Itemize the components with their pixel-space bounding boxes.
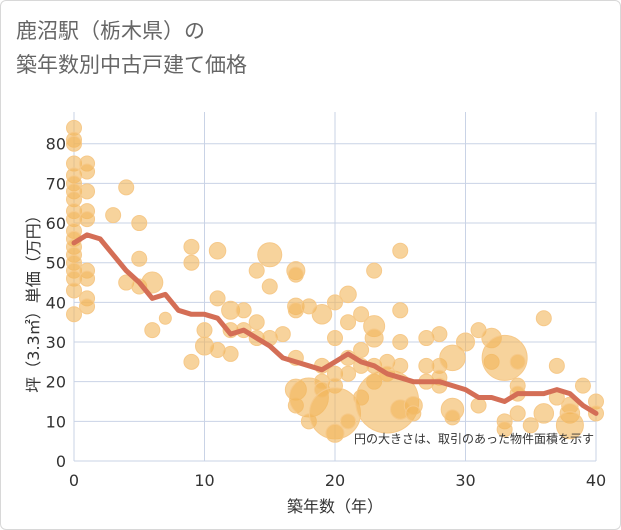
scatter-point	[439, 344, 466, 372]
chart-title: 鹿沼駅（栃木県）の築年数別中古戸建て価格	[16, 14, 247, 82]
scatter-point	[131, 250, 148, 267]
average-line-group	[71, 232, 599, 416]
scatter-point	[555, 411, 584, 440]
scatter-point	[509, 405, 526, 422]
x-tick-label: 20	[325, 471, 345, 490]
scatter-point	[183, 254, 200, 271]
scatter-point	[325, 423, 345, 443]
scatter-point	[208, 242, 227, 260]
x-axis-label: 築年数（年）	[287, 497, 383, 516]
scatter-point	[535, 310, 552, 327]
y-tick-label: 10	[46, 412, 66, 431]
scatter-point	[574, 377, 591, 394]
y-tick-label: 40	[46, 293, 66, 312]
scatter-point	[339, 285, 357, 304]
scatter-point	[261, 278, 278, 295]
y-tick-label: 30	[46, 333, 66, 352]
scatter-point	[327, 330, 343, 347]
y-tick-label: 70	[46, 174, 66, 193]
scatter-point	[353, 306, 370, 323]
y-tick-label: 0	[56, 452, 66, 471]
scatter-point	[366, 262, 383, 279]
scatter-point	[392, 302, 409, 319]
scatter-point	[470, 397, 487, 414]
axes: 0 10 20 30 40 50 60 70 80 0 10 20 30 40	[46, 135, 607, 490]
scatter-point	[105, 207, 122, 224]
x-tick-label: 10	[194, 471, 214, 490]
scatter-point	[533, 403, 555, 424]
y-tick-label: 80	[46, 135, 66, 154]
scatter-point	[340, 365, 357, 382]
average-price-line	[71, 232, 599, 416]
scatter-point	[248, 262, 265, 279]
scatter-point	[392, 334, 409, 351]
scatter-point	[509, 353, 526, 370]
scatter-point	[496, 421, 513, 438]
y-tick-label: 20	[46, 373, 66, 392]
scatter-point	[392, 242, 409, 259]
scatter-point	[66, 135, 82, 152]
scatter-point	[405, 405, 422, 422]
scatter-point	[548, 357, 565, 374]
scatter-point	[522, 417, 539, 434]
scatter-point	[311, 304, 333, 325]
scatter-point	[248, 314, 265, 331]
scatter-point	[183, 238, 200, 255]
scatter-point	[209, 290, 226, 307]
chart-title-line1: 鹿沼駅（栃木県）の	[16, 19, 205, 43]
scatter-point	[431, 326, 448, 343]
size-note: 円の大きさは、取引のあった物件面積を示す	[354, 431, 594, 446]
x-tick-label: 40	[586, 471, 606, 490]
scatter-point	[274, 326, 291, 343]
x-tick-label: 0	[69, 471, 79, 490]
scatter-point	[79, 183, 96, 200]
chart-title-line2: 築年数別中古戸建て価格	[16, 53, 247, 77]
scatter-point	[257, 242, 283, 268]
scatter-point	[183, 353, 200, 370]
scatter-point	[327, 294, 343, 311]
scatter-point	[287, 266, 304, 283]
scatter-point	[118, 179, 135, 196]
scatter-point	[196, 322, 213, 339]
scatter-point	[144, 322, 161, 339]
scatter-point	[79, 211, 96, 228]
scatter-point	[353, 341, 370, 358]
scatter-point	[364, 328, 384, 348]
y-tick-label: 50	[46, 254, 66, 273]
scatter-point	[79, 298, 96, 315]
scatter-bubbles	[66, 119, 604, 443]
x-tick-label: 30	[455, 471, 475, 490]
scatter-point	[131, 215, 148, 232]
scatter-point	[66, 306, 82, 323]
scatter-point	[340, 314, 357, 331]
scatter-point	[79, 163, 96, 180]
scatter-point	[222, 345, 239, 362]
scatter-point	[340, 413, 357, 430]
scatter-point	[66, 282, 82, 299]
scatter-point	[158, 311, 172, 325]
scatter-point	[392, 357, 409, 374]
y-tick-label: 60	[46, 214, 66, 233]
scatter-point	[79, 270, 96, 287]
scatter-point	[456, 332, 475, 352]
scatter-point	[444, 409, 461, 426]
scatter-point	[235, 302, 252, 319]
y-axis-label: 坪（3.3㎡）単価（万円）	[24, 207, 43, 392]
